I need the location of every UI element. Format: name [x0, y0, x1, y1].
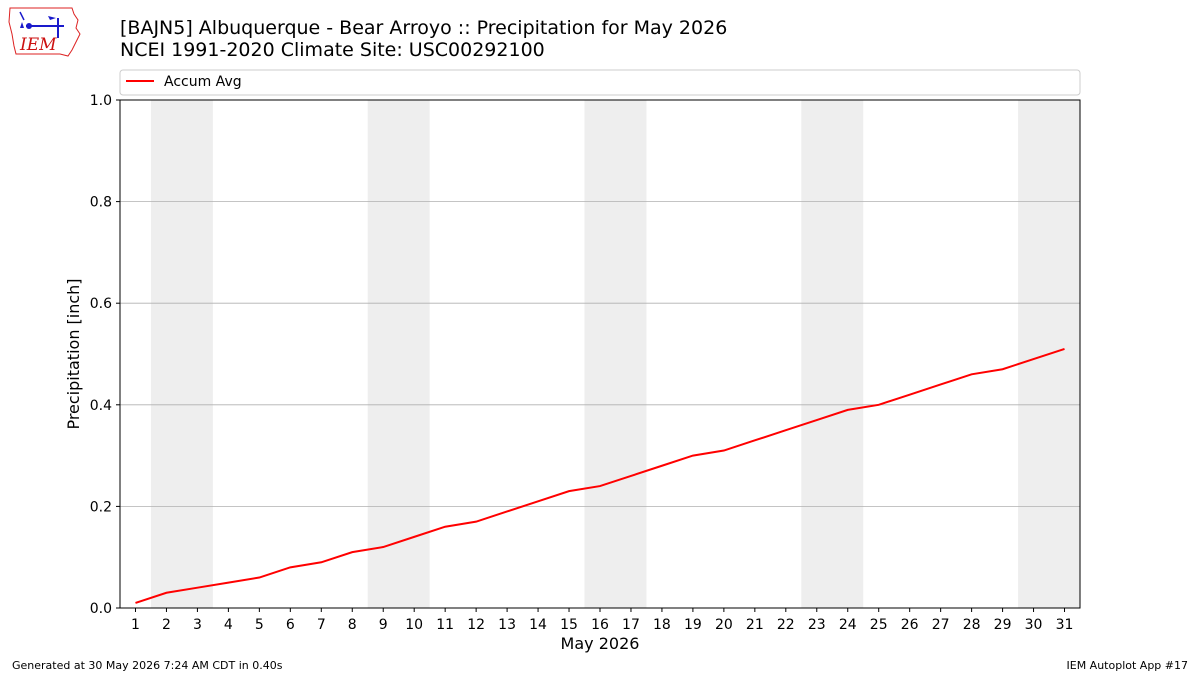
- x-tick-label: 13: [498, 617, 516, 633]
- y-tick-label: 0.2: [90, 499, 112, 515]
- x-tick-label: 7: [317, 617, 326, 633]
- x-tick-label: 9: [379, 617, 388, 633]
- x-tick-label: 19: [684, 617, 702, 633]
- x-tick-label: 30: [1025, 617, 1043, 633]
- x-tick-label: 21: [746, 617, 764, 633]
- chart-subtitle: NCEI 1991-2020 Climate Site: USC00292100: [120, 39, 545, 61]
- x-tick-label: 20: [715, 617, 733, 633]
- y-tick-label: 0.6: [90, 296, 112, 312]
- legend-label: Accum Avg: [164, 74, 242, 90]
- x-tick-label: 12: [467, 617, 485, 633]
- x-tick-label: 6: [286, 617, 295, 633]
- y-tick-label: 0.4: [90, 398, 112, 414]
- iem-iowa-logo-icon: IEM: [8, 7, 81, 57]
- x-tick-label: 26: [901, 617, 919, 633]
- x-tick-label: 2: [162, 617, 171, 633]
- x-tick-label: 4: [224, 617, 233, 633]
- x-tick-label: 5: [255, 617, 264, 633]
- y-tick-label: 0.8: [90, 195, 112, 211]
- x-tick-label: 16: [591, 617, 609, 633]
- weekend-shade-band: [367, 100, 430, 608]
- weekend-shade-band: [150, 100, 213, 608]
- x-tick-label: 18: [653, 617, 671, 633]
- x-tick-label: 23: [808, 617, 826, 633]
- x-tick-label: 15: [560, 617, 578, 633]
- x-tick-label: 1: [131, 617, 140, 633]
- y-axis-label: Precipitation [inch]: [64, 278, 83, 429]
- y-tick-label: 1.0: [90, 93, 112, 109]
- x-axis-label: May 2026: [561, 634, 640, 653]
- x-tick-label: 27: [932, 617, 950, 633]
- x-tick-label: 28: [963, 617, 981, 633]
- x-tick-label: 8: [348, 617, 357, 633]
- x-tick-label: 14: [529, 617, 547, 633]
- x-tick-label: 22: [777, 617, 795, 633]
- app-credit: IEM Autoplot App #17: [1066, 659, 1189, 672]
- series-line-accum-avg: [135, 347, 1065, 604]
- x-tick-label: 11: [436, 617, 454, 633]
- x-tick-label: 29: [994, 617, 1012, 633]
- x-tick-label: 25: [870, 617, 888, 633]
- weekend-shade-band: [584, 100, 647, 608]
- generated-timestamp: Generated at 30 May 2026 7:24 AM CDT in …: [12, 659, 283, 672]
- x-tick-label: 10: [405, 617, 423, 633]
- x-tick-label: 3: [193, 617, 202, 633]
- weekend-shade-band: [1018, 100, 1080, 608]
- chart-title: [BAJN5] Albuquerque - Bear Arroyo :: Pre…: [120, 17, 728, 39]
- legend-box: [119, 69, 1081, 96]
- weekend-shade-band: [801, 100, 864, 608]
- y-tick-label: 0.0: [90, 601, 112, 617]
- x-tick-label: 31: [1056, 617, 1074, 633]
- x-tick-label: 17: [622, 617, 640, 633]
- x-tick-label: 24: [839, 617, 857, 633]
- plot-frame: [119, 99, 1081, 609]
- logo-text: IEM: [19, 35, 57, 55]
